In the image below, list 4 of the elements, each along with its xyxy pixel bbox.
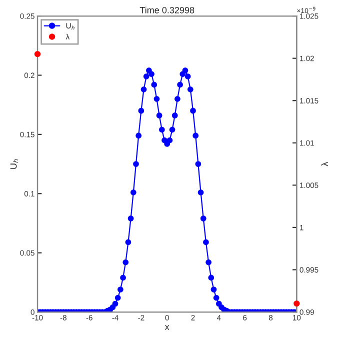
chart-title: Time 0.32998: [140, 6, 194, 14]
y-axis-title: U$_{h}$: [10, 159, 18, 169]
y2-axis-title: λ: [321, 162, 328, 166]
x-axis-title: x: [164, 325, 170, 330]
